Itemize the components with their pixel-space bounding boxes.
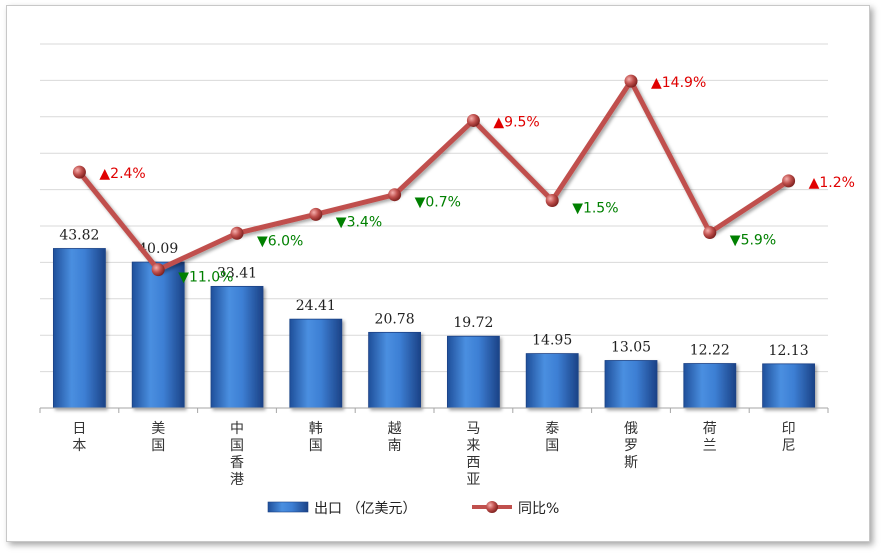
yoy-marker (309, 207, 323, 221)
x-axis (39, 407, 829, 413)
bar-value-label: 20.78 (375, 311, 415, 327)
yoy-value-label: ▼5.9% (730, 233, 776, 249)
yoy-value-label: ▼0.7% (415, 195, 461, 211)
bar-value-label: 33.41 (217, 265, 257, 281)
bar-value-label: 13.05 (611, 339, 651, 355)
yoy-marker (466, 113, 480, 127)
legend-bar-label: 出口 （亿美元） (314, 501, 416, 517)
category-label: 荷兰 (703, 421, 717, 454)
yoy-value-label: ▼3.4% (336, 214, 382, 230)
bar-value-label: 24.41 (296, 298, 336, 314)
bar (368, 331, 422, 409)
bar (525, 353, 579, 409)
bar-series (53, 248, 815, 409)
category-label: 韩国 (309, 421, 323, 454)
bar-value-label: 12.22 (690, 343, 730, 359)
category-label: 泰国 (545, 421, 559, 454)
yoy-value-label: ▲2.4% (99, 166, 145, 182)
bar (604, 360, 658, 409)
bar (53, 248, 106, 409)
bar (762, 363, 815, 409)
yoy-value-label: ▲1.2% (809, 175, 855, 191)
yoy-marker (624, 74, 638, 88)
bar-value-label: 14.95 (532, 333, 572, 349)
yoy-value-label: ▼6.0% (257, 233, 303, 249)
yoy-marker (230, 226, 244, 240)
bar (210, 285, 264, 409)
category-label: 马来西亚 (466, 421, 480, 488)
yoy-value-label: ▲14.9% (651, 75, 706, 91)
yoy-marker (545, 194, 559, 208)
legend-line-label: 同比% (518, 501, 559, 517)
bar-value-label: 19.72 (453, 315, 493, 331)
category-label: 印尼 (782, 421, 796, 454)
category-label: 美国 (151, 421, 165, 454)
bar (131, 261, 185, 409)
category-label: 日本 (72, 421, 86, 454)
yoy-marker (703, 226, 717, 240)
category-labels: 日本 美国 中国香港 韩国 越南 马来西亚 泰国 俄罗斯 荷兰 印尼 (72, 421, 795, 488)
legend-line-marker (486, 501, 498, 513)
yoy-line (77, 78, 790, 273)
yoy-marker (388, 188, 402, 202)
bar-data-labels: 43.82 40.09 33.41 24.41 20.78 19.72 14.95 13.05… (59, 227, 808, 358)
yoy-marker (151, 263, 165, 277)
yoy-marker (782, 174, 796, 188)
category-label: 越南 (388, 421, 402, 454)
yoy-value-label: ▼1.5% (572, 201, 618, 217)
category-label: 俄罗斯 (624, 421, 638, 471)
legend-bar-swatch (267, 501, 309, 513)
bar-value-label: 40.09 (138, 241, 178, 257)
yoy-marker (72, 165, 86, 179)
bar (289, 318, 343, 409)
bar-value-label: 12.13 (769, 343, 809, 359)
line-data-labels: ▲2.4% ▼11.0% ▼6.0% ▼3.4% ▼0.7% ▲9.5% ▼1.5% ▲14.… (99, 75, 855, 286)
yoy-value-label: ▲9.5% (493, 114, 539, 130)
bar (446, 335, 500, 409)
yoy-value-label: ▼11.0% (178, 270, 233, 286)
category-label: 中国香港 (230, 421, 244, 488)
bar-value-label: 43.82 (59, 227, 99, 243)
legend: 出口 （亿美元） 同比% (267, 501, 559, 517)
line-series (72, 74, 796, 277)
bar (683, 363, 737, 409)
